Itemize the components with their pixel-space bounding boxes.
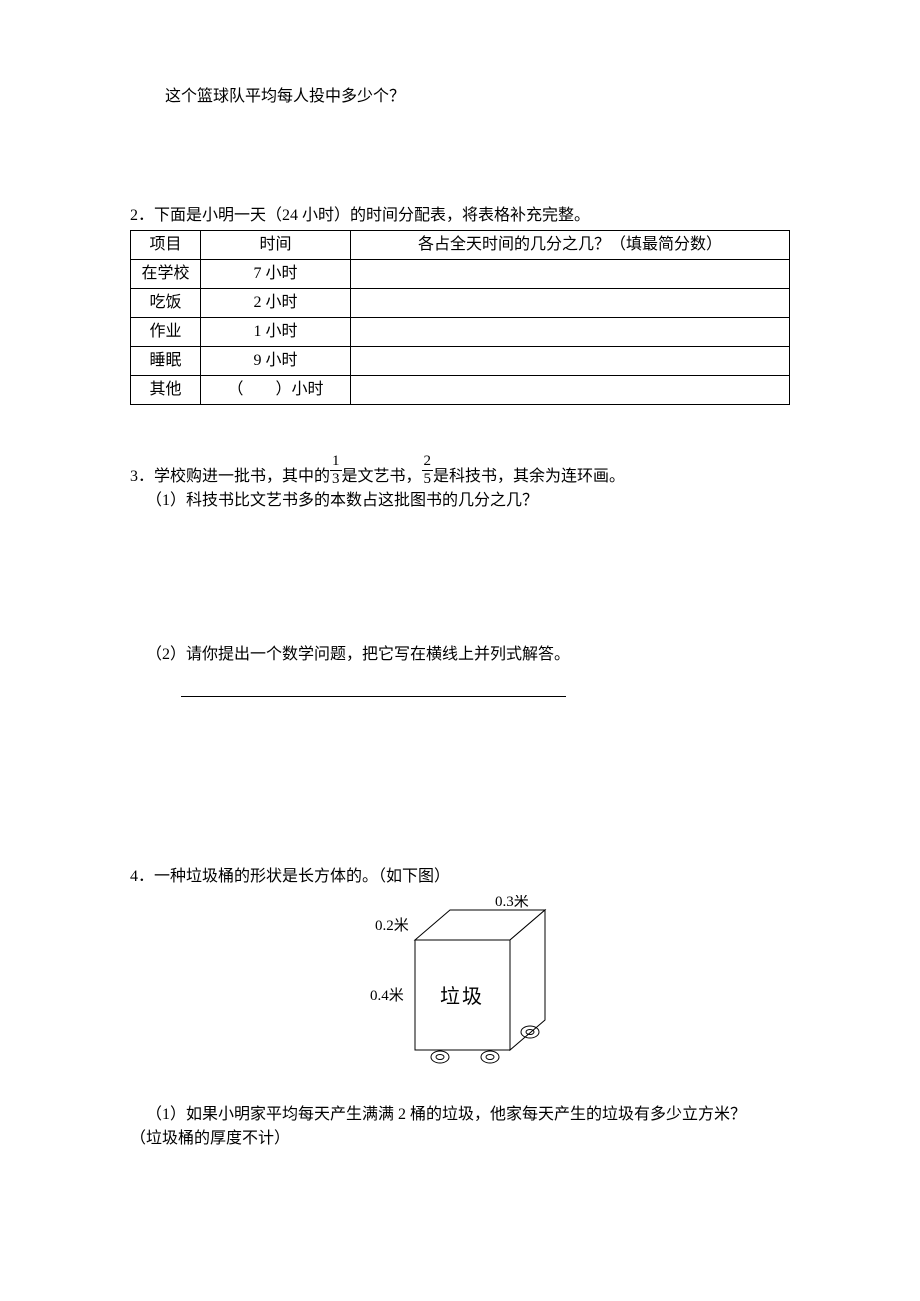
question-4: 4．一种垃圾桶的形状是长方体的。（如下图） 0.3米 0.2米 0.4米 垃圾 … <box>130 865 790 1151</box>
q3-sub-1: （1）科技书比文艺书多的本数占这批图书的几分之几？ <box>146 489 790 513</box>
table-header: 时间 <box>201 231 351 260</box>
table-row: 睡眠 9 小时 <box>131 347 790 376</box>
table-row: 其他 （ ）小时 <box>131 376 790 405</box>
q1-text: 这个篮球队平均每人投中多少个？ <box>165 88 405 105</box>
table-row: 吃饭 2 小时 <box>131 289 790 318</box>
table-cell <box>351 318 790 347</box>
q4-diagram: 0.3米 0.2米 0.4米 垃圾 <box>130 895 790 1085</box>
table-row: 作业 1 小时 <box>131 318 790 347</box>
table-cell: 7 小时 <box>201 260 351 289</box>
q3-text: 3．学校购进一批书，其中的 <box>130 465 330 489</box>
table-cell: 作业 <box>131 318 201 347</box>
table-cell <box>351 347 790 376</box>
label-height: 0.4米 <box>370 987 404 1004</box>
denominator: 5 <box>422 471 434 488</box>
table-cell: 其他 <box>131 376 201 405</box>
table-cell <box>351 289 790 318</box>
cuboid-svg: 0.3米 0.2米 0.4米 垃圾 <box>330 895 590 1085</box>
q2-table: 项目 时间 各占全天时间的几分之几？（填最简分数） 在学校 7 小时 吃饭 2 … <box>130 230 790 405</box>
answer-underline <box>181 675 566 697</box>
q3-sub-2: （2）请你提出一个数学问题，把它写在横线上并列式解答。 <box>146 643 790 667</box>
q4-sub-1b: （垃圾桶的厚度不计） <box>130 1127 790 1151</box>
q3-sub-2-wrap: （2）请你提出一个数学问题，把它写在横线上并列式解答。 <box>146 643 790 705</box>
label-width: 0.2米 <box>375 917 409 934</box>
table-cell <box>351 376 790 405</box>
table-header: 各占全天时间的几分之几？（填最简分数） <box>351 231 790 260</box>
q4-intro: 4．一种垃圾桶的形状是长方体的。（如下图） <box>130 865 790 889</box>
q4-sub-1a: （1）如果小明家平均每天产生满满 2 桶的垃圾，他家每天产生的垃圾有多少立方米？ <box>146 1103 790 1127</box>
table-cell: 吃饭 <box>131 289 201 318</box>
table-header-row: 项目 时间 各占全天时间的几分之几？（填最简分数） <box>131 231 790 260</box>
table-cell: 在学校 <box>131 260 201 289</box>
question-3: 3．学校购进一批书，其中的 1 3 是文艺书， 2 5 是科技书，其余为连环画。… <box>130 455 790 705</box>
question-2: 2．下面是小明一天（24 小时）的时间分配表，将表格补充完整。 项目 时间 各占… <box>130 204 790 405</box>
fraction-1-3: 1 3 <box>330 453 342 487</box>
label-depth: 0.3米 <box>495 895 529 910</box>
q3-text: 是科技书，其余为连环画。 <box>433 465 625 489</box>
numerator: 2 <box>422 453 434 471</box>
question-1-sub: 这个篮球队平均每人投中多少个？ <box>165 85 790 109</box>
table-cell: 9 小时 <box>201 347 351 376</box>
table-cell: 1 小时 <box>201 318 351 347</box>
face-text: 垃圾 <box>440 985 484 1008</box>
q2-intro: 2．下面是小明一天（24 小时）的时间分配表，将表格补充完整。 <box>130 204 790 228</box>
numerator: 1 <box>330 453 342 471</box>
table-cell <box>351 260 790 289</box>
table-cell: 睡眠 <box>131 347 201 376</box>
table-cell: （ ）小时 <box>201 376 351 405</box>
fraction-2-5: 2 5 <box>422 453 434 487</box>
table-header: 项目 <box>131 231 201 260</box>
denominator: 3 <box>330 471 342 488</box>
q3-text: 是文艺书， <box>342 465 422 489</box>
q3-stem: 3．学校购进一批书，其中的 1 3 是文艺书， 2 5 是科技书，其余为连环画。 <box>130 455 790 489</box>
table-row: 在学校 7 小时 <box>131 260 790 289</box>
table-cell: 2 小时 <box>201 289 351 318</box>
